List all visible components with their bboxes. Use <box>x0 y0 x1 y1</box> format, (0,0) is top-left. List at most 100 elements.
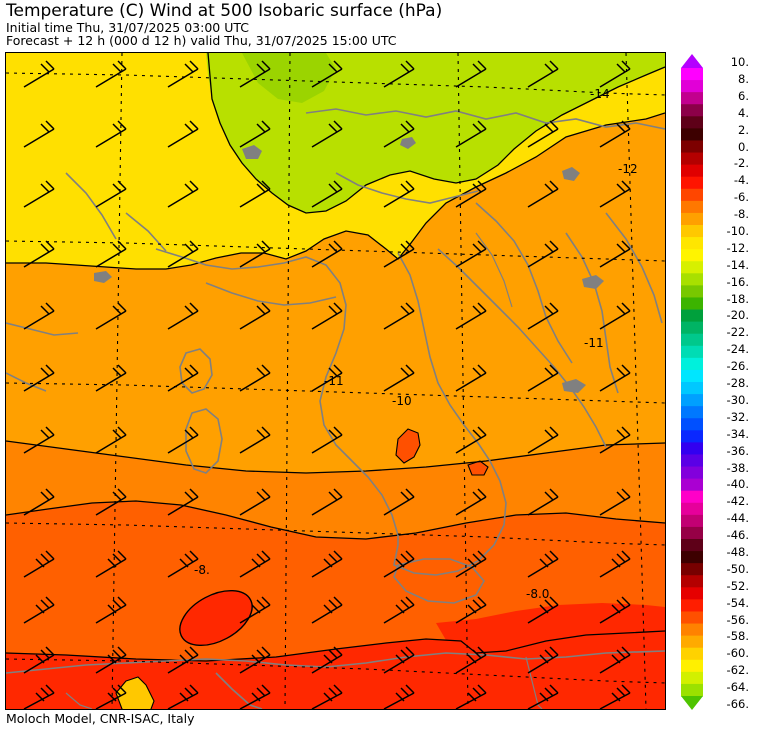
colorbar-swatch <box>681 176 703 190</box>
colorbar-tick-label: -4. <box>733 173 749 188</box>
colorbar-tick-label: -28. <box>726 376 749 390</box>
colorbar-tick-label: -8. <box>733 207 749 222</box>
colorbar-tick-label: -36. <box>726 443 749 458</box>
colorbar-swatch <box>681 369 703 383</box>
contour-label-minus11-a: -11 <box>324 374 344 388</box>
colorbar-swatch <box>681 623 703 637</box>
wind-barbs <box>23 60 631 709</box>
colorbar-tick-label: -58. <box>726 629 749 644</box>
colorbar-swatch <box>681 382 703 395</box>
colorbar-swatch <box>681 128 703 142</box>
colorbar-swatch <box>681 502 703 516</box>
colorbar-swatch <box>681 454 703 468</box>
coastlines <box>6 108 665 709</box>
colorbar-swatches <box>681 54 703 710</box>
colorbar-tick-label: -12. <box>726 240 749 255</box>
colorbar-swatch <box>681 514 703 528</box>
colorbar-swatch <box>681 539 703 552</box>
colorbar-swatch <box>681 406 703 419</box>
colorbar-swatch <box>681 321 703 335</box>
colorbar-swatch <box>681 418 703 431</box>
model-credit: Moloch Model, CNR-ISAC, Italy <box>6 711 195 726</box>
contour-value-labels: -14 -12 -11 -11 -10 -8. -8.0 <box>194 87 638 601</box>
colorbar-swatch <box>681 68 703 81</box>
colorbar-tick-label: -20. <box>726 308 749 323</box>
colorbar-swatch <box>681 563 703 576</box>
colorbar-swatch <box>681 587 703 600</box>
colorbar-swatch <box>681 116 703 129</box>
colorbar-tick-label: -42. <box>726 494 749 509</box>
colorbar-swatch <box>681 394 703 407</box>
colorbar-tick-label: 4. <box>738 105 749 120</box>
colorbar-tick-label: -66. <box>726 697 749 711</box>
colorbar-tick-label: -44. <box>726 511 749 526</box>
colorbar-swatch <box>681 599 703 613</box>
colorbar-swatch <box>681 683 703 697</box>
colorbar-swatch <box>681 635 703 649</box>
contour-label-minus8-a: -8. <box>194 563 210 577</box>
cool-pocket-sw <box>115 676 155 709</box>
colorbar-swatch <box>681 104 703 117</box>
colorbar-tick-label: -40. <box>726 477 749 492</box>
temperature-colorbar[interactable] <box>681 54 703 710</box>
colorbar-tick-label: -54. <box>726 595 749 610</box>
colorbar-swatch <box>681 80 703 93</box>
colorbar-swatch <box>681 478 703 492</box>
colorbar-swatch <box>681 647 703 661</box>
colorbar-tick-label: -18. <box>726 291 749 306</box>
colorbar-tick-label: -22. <box>726 325 749 340</box>
colorbar-tick-label: 6. <box>738 88 749 103</box>
colorbar-tick-label: -24. <box>726 342 749 357</box>
colorbar-tick-label: -34. <box>726 426 749 441</box>
contour-label-minus14: -14 <box>590 87 610 101</box>
colorbar-swatch <box>681 526 703 540</box>
colorbar-swatch <box>681 442 703 456</box>
contour-label-minus10: -10 <box>392 394 412 408</box>
contour-label-minus12: -12 <box>618 162 638 176</box>
colorbar-tick-label: -64. <box>726 680 749 695</box>
band-yellowgreen <box>206 53 665 213</box>
colorbar-tick-label: -56. <box>726 612 749 627</box>
colorbar-tick-label: -6. <box>733 190 749 205</box>
colorbar-swatch <box>681 430 703 443</box>
map-plot-area[interactable]: -14 -12 -11 -11 -10 -8. -8.0 <box>5 52 666 710</box>
temperature-contour-map: -14 -12 -11 -11 -10 -8. -8.0 <box>6 53 665 709</box>
colorbar-swatch <box>681 333 703 347</box>
lat-lon-graticule <box>6 53 665 709</box>
colorbar-swatch <box>681 237 703 250</box>
colorbar-swatch <box>681 152 703 166</box>
colorbar-tick-label: -46. <box>726 528 749 543</box>
colorbar-swatch <box>681 92 703 105</box>
colorbar-swatch <box>681 225 703 238</box>
forecast-validity-label: Forecast + 12 h (000 d 12 h) valid Thu, … <box>6 33 397 48</box>
colorbar-tick-label: 0. <box>738 139 749 154</box>
colorbar-swatch <box>681 200 703 214</box>
colorbar-tick-label: -26. <box>726 359 749 374</box>
colorbar-swatch <box>681 659 703 673</box>
colorbar-swatch <box>681 466 703 480</box>
colorbar-tick-label: -62. <box>726 663 749 678</box>
page-title: Temperature (C) Wind at 500 Isobaric sur… <box>6 1 443 21</box>
colorbar-swatch <box>681 551 703 564</box>
colorbar-bottom-arrow <box>681 696 703 710</box>
colorbar-tick-label: 10. <box>730 55 749 69</box>
colorbar-tick-label: 8. <box>738 71 749 86</box>
colorbar-swatch <box>681 575 703 588</box>
contour-label-minus11-b: -11 <box>584 336 604 350</box>
colorbar-tick-labels: 10. 8. 6. 4. 2. 0. -2. -4. -6. -8. -10. -12. -14. -16… <box>709 54 757 710</box>
contour-label-minus8-b: -8.0 <box>526 587 549 601</box>
colorbar-swatch <box>681 261 703 274</box>
colorbar-tick-label: -50. <box>726 561 749 576</box>
colorbar-body <box>681 68 703 697</box>
colorbar-swatch <box>681 164 703 178</box>
closed-contour-minus8 <box>179 589 253 647</box>
colorbar-swatch <box>681 357 703 371</box>
colorbar-swatch <box>681 297 703 311</box>
colorbar-swatch <box>681 140 703 154</box>
colorbar-tick-label: -38. <box>726 460 749 475</box>
colorbar-tick-label: -30. <box>726 392 749 407</box>
warm-pocket-central <box>395 428 421 464</box>
colorbar-swatch <box>681 309 703 323</box>
colorbar-tick-label: -2. <box>733 156 749 171</box>
